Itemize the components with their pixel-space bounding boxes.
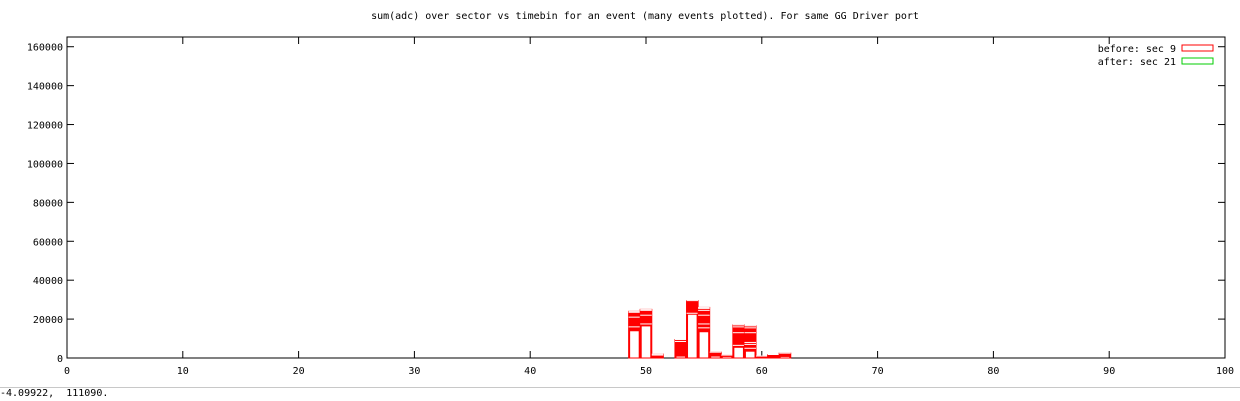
coordinate-readout: -4.09922, 111090.: [0, 387, 1240, 401]
legend-label: before: sec 9: [1098, 44, 1176, 55]
bar-event-outline: [675, 355, 687, 359]
x-tick-label: 80: [987, 366, 999, 377]
bar-event-outline: [779, 355, 791, 359]
legend-swatch: [1181, 57, 1214, 65]
bar-event-outline: [733, 346, 744, 359]
x-tick-label: 100: [1216, 366, 1234, 377]
bar-event-outline: [756, 356, 768, 359]
legend-swatch: [1181, 44, 1214, 52]
x-tick-label: 50: [640, 366, 652, 377]
bar-event-outline: [687, 313, 698, 359]
y-tick-label: 80000: [33, 198, 63, 209]
legend: before: sec 9 after: sec 21: [1098, 44, 1214, 68]
bar-event-outline: [768, 356, 779, 359]
bar-event-outline: [652, 356, 663, 359]
y-tick-label: 0: [57, 354, 63, 365]
x-tick-label: 10: [177, 366, 189, 377]
x-tick-label: 90: [1103, 366, 1115, 377]
legend-label: after: sec 21: [1098, 57, 1176, 68]
y-tick-label: 60000: [33, 237, 63, 248]
x-tick-label: 70: [872, 366, 884, 377]
x-tick-label: 0: [64, 366, 70, 377]
bar-event-outline: [640, 325, 652, 359]
y-tick-label: 20000: [33, 315, 63, 326]
y-tick-label: 40000: [33, 276, 63, 287]
bar-event-outline: [629, 330, 640, 359]
y-tick-label: 160000: [27, 43, 63, 54]
x-tick-label: 40: [524, 366, 536, 377]
bar-event-outline: [721, 355, 733, 359]
bar-event-outline: [710, 355, 721, 359]
chart: sum(adc) over sector vs timebin for an e…: [27, 11, 1234, 377]
y-axis: 0 20000 40000 60000 80000 100000 120000 140000 1…: [27, 43, 1225, 365]
x-tick-label: 30: [408, 366, 420, 377]
bars: [628, 300, 792, 359]
y-tick-label: 100000: [27, 159, 63, 170]
y-tick-label: 140000: [27, 82, 63, 93]
x-tick-label: 20: [293, 366, 305, 377]
bar: [674, 339, 688, 359]
chart-title: sum(adc) over sector vs timebin for an e…: [371, 11, 919, 22]
bar-event-outline: [698, 331, 710, 359]
x-tick-label: 60: [756, 366, 768, 377]
bar-event-outline: [744, 350, 756, 359]
x-axis: 0 10 20 30 40 50 60 70 80 90 100: [64, 37, 1234, 377]
y-tick-label: 120000: [27, 121, 63, 132]
